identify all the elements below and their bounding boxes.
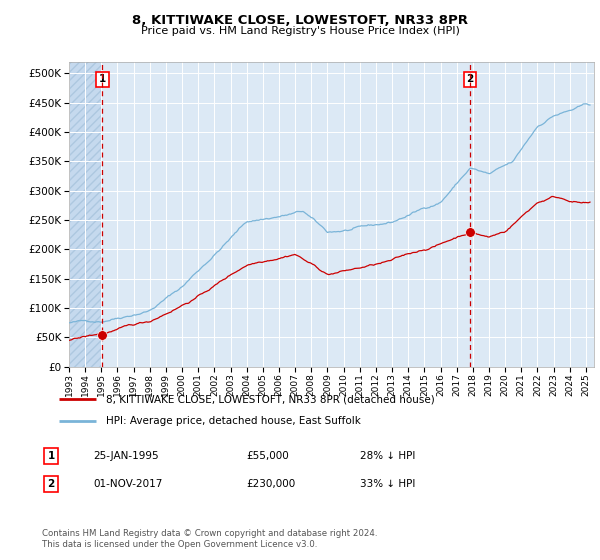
Text: 28% ↓ HPI: 28% ↓ HPI xyxy=(360,451,415,461)
Text: 25-JAN-1995: 25-JAN-1995 xyxy=(93,451,158,461)
Text: Contains HM Land Registry data © Crown copyright and database right 2024.
This d: Contains HM Land Registry data © Crown c… xyxy=(42,529,377,549)
Text: £230,000: £230,000 xyxy=(246,479,295,489)
Bar xyxy=(69,62,103,367)
Text: 1: 1 xyxy=(99,74,106,84)
Text: 2: 2 xyxy=(466,74,474,84)
Text: £55,000: £55,000 xyxy=(246,451,289,461)
Text: 8, KITTIWAKE CLOSE, LOWESTOFT, NR33 8PR (detached house): 8, KITTIWAKE CLOSE, LOWESTOFT, NR33 8PR … xyxy=(106,394,435,404)
Text: 8, KITTIWAKE CLOSE, LOWESTOFT, NR33 8PR: 8, KITTIWAKE CLOSE, LOWESTOFT, NR33 8PR xyxy=(132,14,468,27)
Text: 2: 2 xyxy=(47,479,55,489)
Text: Price paid vs. HM Land Registry's House Price Index (HPI): Price paid vs. HM Land Registry's House … xyxy=(140,26,460,36)
Text: 1: 1 xyxy=(47,451,55,461)
Text: HPI: Average price, detached house, East Suffolk: HPI: Average price, detached house, East… xyxy=(106,416,361,426)
Text: 01-NOV-2017: 01-NOV-2017 xyxy=(93,479,163,489)
Text: 33% ↓ HPI: 33% ↓ HPI xyxy=(360,479,415,489)
